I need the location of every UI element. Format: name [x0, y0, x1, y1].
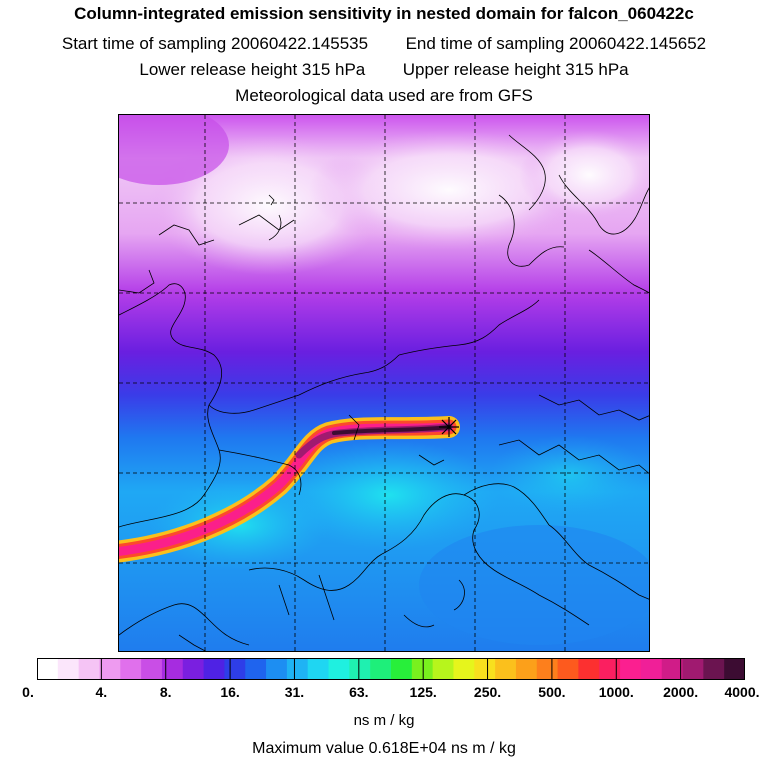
- colorbar-segment: [57, 658, 80, 680]
- colorbar-segment: [620, 658, 642, 680]
- colorbar-segment: [453, 658, 475, 680]
- end-time-value: 20060422.145652: [569, 34, 707, 53]
- colorbar-segment: [307, 658, 330, 680]
- colorbar-segment: [120, 658, 142, 680]
- colorbar-segment: [578, 658, 600, 680]
- colorbar-segment: [99, 658, 121, 680]
- colorbar-segment: [557, 658, 579, 680]
- colorbar-segment: [286, 658, 309, 680]
- upper-release-label: Upper release height: [402, 60, 561, 79]
- colorbar-segment: [599, 658, 621, 680]
- colorbar-segment: [203, 658, 225, 680]
- sensitivity-map: [118, 114, 650, 652]
- colorbar-tick-label: 8.: [159, 684, 172, 700]
- colorbar-tick-label: 4000.: [724, 684, 760, 700]
- colorbar-tick-label: 31.: [284, 684, 305, 700]
- colorbar: [37, 658, 745, 680]
- colorbar-segment: [474, 658, 496, 680]
- colorbar-segment: [432, 658, 454, 680]
- colorbar-segment: [266, 658, 288, 680]
- colorbar-tick-label: 63.: [349, 684, 369, 700]
- colorbar-tick-label: 250.: [473, 684, 502, 700]
- colorbar-segment: [245, 658, 267, 680]
- colorbar-labels: 0. 4. 8. 16. 31. 63. 125. 250. 500. 1000. 2000. 400…: [0, 684, 768, 704]
- colorbar-segment: [661, 658, 684, 680]
- colorbar-segment: [391, 658, 413, 680]
- colorbar-segment: [328, 658, 350, 680]
- colorbar-segment: [495, 658, 517, 680]
- map-title: Column-integrated emission sensitivity i…: [74, 4, 694, 23]
- colorbar-segment: [515, 658, 538, 680]
- met-data-line: Meteorological data used are from GFS: [235, 86, 533, 105]
- start-time-value: 20060422.145535: [231, 34, 369, 53]
- colorbar-tick-label: 125.: [409, 684, 437, 700]
- colorbar-segment: [411, 658, 434, 680]
- colorbar-tick-label: 16.: [220, 684, 240, 700]
- colorbar-tick-label: 500.: [538, 684, 566, 700]
- max-unit: ns m / kg: [450, 740, 516, 757]
- release-point-marker: [439, 417, 459, 437]
- sampling-time-line: Start time of sampling 20060422.145535 E…: [0, 34, 768, 54]
- lower-release-label: Lower release height: [139, 60, 298, 79]
- colorbar-segment: [141, 658, 163, 680]
- colorbar-segment: [224, 658, 246, 680]
- colorbar-tick-label: 2000.: [663, 684, 699, 700]
- colorbar-segment: [37, 658, 59, 680]
- colorbar-border: [37, 658, 745, 680]
- end-time-label: End time of sampling: [405, 34, 565, 53]
- colorbar-segment: [182, 658, 205, 680]
- colorbar-segment: [703, 658, 725, 680]
- colorbar-segment: [161, 658, 184, 680]
- graticule: [119, 115, 649, 651]
- max-value: 0.618E+04: [368, 740, 447, 757]
- start-time-label: Start time of sampling: [61, 34, 227, 53]
- colorbar-tick-label: 1000.: [598, 684, 634, 700]
- colorbar-segment: [349, 658, 371, 680]
- maximum-value-line: Maximum value 0.618E+04 ns m / kg: [0, 740, 768, 758]
- coastlines: [119, 134, 649, 651]
- max-label: Maximum value: [252, 740, 365, 757]
- colorbar-unit: ns m / kg: [353, 712, 415, 729]
- colorbar-segment: [536, 658, 559, 680]
- colorbar-segment: [640, 658, 663, 680]
- map-canvas: [119, 115, 649, 651]
- upper-release-value: 315 hPa: [565, 60, 629, 79]
- colorbar-tick-label: 4.: [95, 684, 108, 700]
- colorbar-tick-label: 0.: [22, 684, 34, 700]
- release-height-line: Lower release height 315 hPa Upper relea…: [0, 60, 768, 80]
- lower-release-value: 315 hPa: [301, 60, 366, 79]
- colorbar-segment: [724, 658, 745, 680]
- colorbar-segment: [370, 658, 392, 680]
- colorbar-segment: [682, 658, 704, 680]
- plume-trajectory: [119, 416, 460, 563]
- colorbar-segment: [78, 658, 100, 680]
